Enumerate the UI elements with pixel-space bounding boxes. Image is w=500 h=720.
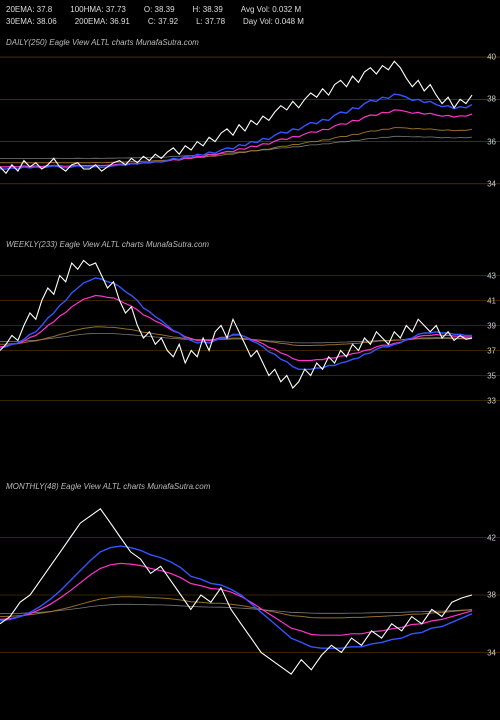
axis-label: 42 bbox=[487, 533, 496, 542]
axis-label: 39 bbox=[487, 321, 496, 330]
low-stat: L: 37.78 bbox=[196, 16, 225, 28]
series-hma100 bbox=[0, 597, 472, 618]
panel-weekly: WEEKLY(233) Eagle View ALTL charts Munaf… bbox=[0, 238, 500, 438]
chart-svg-monthly bbox=[0, 480, 500, 710]
panel-title-monthly: MONTHLY(48) Eagle View ALTL charts Munaf… bbox=[6, 482, 210, 491]
series-price bbox=[0, 61, 472, 173]
axis-label: 33 bbox=[487, 396, 496, 405]
panel-daily: DAILY(250) Eagle View ALTL charts Munafa… bbox=[0, 36, 500, 226]
open-stat: O: 38.39 bbox=[144, 4, 175, 16]
ema30-stat: 30EMA: 38.06 bbox=[6, 16, 57, 28]
panel-title-weekly: WEEKLY(233) Eagle View ALTL charts Munaf… bbox=[6, 240, 209, 249]
dayvol-stat: Day Vol: 0.048 M bbox=[243, 16, 304, 28]
axis-label: 40 bbox=[487, 53, 496, 62]
axis-label: 37 bbox=[487, 346, 496, 355]
panel-monthly: MONTHLY(48) Eagle View ALTL charts Munaf… bbox=[0, 480, 500, 710]
ema200-stat: 200EMA: 36.91 bbox=[75, 16, 130, 28]
axis-label: 43 bbox=[487, 271, 496, 280]
ema20-stat: 20EMA: 37.8 bbox=[6, 4, 52, 16]
axis-label: 34 bbox=[487, 648, 496, 657]
axis-label: 36 bbox=[487, 137, 496, 146]
axis-label: 34 bbox=[487, 179, 496, 188]
axis-label: 35 bbox=[487, 371, 496, 380]
panel-title-daily: DAILY(250) Eagle View ALTL charts Munafa… bbox=[6, 38, 199, 47]
chart-svg-weekly bbox=[0, 238, 500, 438]
series-ema200 bbox=[0, 604, 472, 613]
series-price bbox=[0, 261, 472, 389]
series-hma100 bbox=[0, 128, 472, 163]
axis-label: 38 bbox=[487, 591, 496, 600]
series-ema20 bbox=[0, 278, 472, 369]
series-ema20 bbox=[0, 94, 472, 169]
high-stat: H: 38.39 bbox=[193, 4, 223, 16]
axis-label: 41 bbox=[487, 296, 496, 305]
header-row-2: 30EMA: 38.06 200EMA: 36.91 C: 37.92 L: 3… bbox=[6, 16, 304, 28]
chart-header: 20EMA: 37.8 100HMA: 37.73 O: 38.39 H: 38… bbox=[6, 4, 304, 28]
series-ema20 bbox=[0, 546, 472, 648]
axis-label: 38 bbox=[487, 95, 496, 104]
series-ema30 bbox=[0, 563, 472, 635]
hma100-stat: 100HMA: 37.73 bbox=[70, 4, 126, 16]
close-stat: C: 37.92 bbox=[148, 16, 178, 28]
chart-svg-daily bbox=[0, 36, 500, 226]
avgvol-stat: Avg Vol: 0.032 M bbox=[241, 4, 301, 16]
header-row-1: 20EMA: 37.8 100HMA: 37.73 O: 38.39 H: 38… bbox=[6, 4, 304, 16]
